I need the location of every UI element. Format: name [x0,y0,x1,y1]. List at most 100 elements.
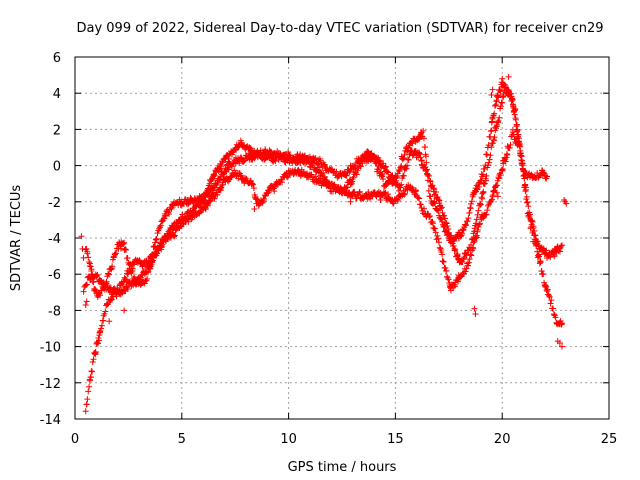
data-point [437,205,444,212]
data-point [380,160,387,167]
data-point [452,246,459,253]
data-point [390,200,397,207]
data-point [171,232,178,239]
y-tick-label: 6 [53,51,61,66]
data-point [477,220,484,227]
data-point [443,220,450,227]
data-point [83,298,90,305]
data-point [532,232,539,239]
data-point [545,292,552,299]
data-point [468,252,475,259]
data-point [430,199,437,206]
data-point [472,311,479,318]
data-point [467,251,474,258]
data-point [445,276,452,283]
data-point [534,254,541,261]
data-point [398,181,405,188]
data-point [513,123,520,130]
data-point [475,207,482,214]
data-point [439,216,446,223]
data-point [479,195,486,202]
data-point [350,174,357,181]
data-point [529,218,536,225]
data-point [516,140,523,147]
data-point [481,180,488,187]
data-point [122,246,129,253]
data-point [272,158,279,165]
data-point [521,175,528,182]
data-point [393,180,400,187]
data-point [494,93,501,100]
data-point [78,233,85,240]
data-point [283,173,290,180]
data-point [471,238,478,245]
y-tick-label: 4 [53,87,61,102]
data-point [94,340,101,347]
data-point [382,164,389,171]
data-point [389,172,396,179]
data-point [432,189,439,196]
data-point [471,305,478,312]
data-point [492,101,499,108]
data-point [115,289,122,296]
data-point [506,144,513,151]
data-point [84,248,91,255]
y-tick-label: -12 [40,377,61,392]
data-point [124,255,131,262]
data-point [552,314,559,321]
data-point [540,169,547,176]
data-point [451,247,458,254]
data-point [460,226,467,233]
data-point [505,73,512,80]
data-point [416,195,423,202]
series-track-c [80,126,551,297]
data-point [86,383,93,390]
data-point [532,240,539,247]
data-point [151,253,158,260]
data-point [496,87,503,94]
data-point [466,209,473,216]
data-point [433,207,440,214]
data-point [432,229,439,236]
x-tick-label: 0 [71,432,79,447]
data-point [427,193,434,200]
data-point [422,144,429,151]
data-point [462,222,469,229]
data-point [507,90,514,97]
data-point [491,134,498,141]
data-point [497,103,504,110]
data-point [87,374,94,381]
data-point [526,211,533,218]
data-point [468,198,475,205]
y-tick-label: -6 [48,268,61,283]
data-point [478,194,485,201]
data-point [284,174,291,181]
data-point [254,196,261,203]
data-point [251,206,258,213]
data-point [559,320,566,327]
data-point [477,201,484,208]
data-point [554,338,561,345]
data-point [405,156,412,163]
data-point [440,223,447,230]
data-point [396,168,403,175]
data-point [301,152,308,159]
x-axis-label: GPS time / hours [288,460,397,475]
data-point [490,112,497,119]
data-point [417,201,424,208]
y-tick-label: -10 [40,341,61,356]
data-point [550,305,557,312]
data-point [487,152,494,159]
data-point [108,288,115,295]
data-point [121,286,128,293]
data-point [493,182,500,189]
data-point [153,236,160,243]
data-point [86,259,93,266]
data-point [486,156,493,163]
data-point [425,187,432,194]
data-point [438,204,445,211]
data-point [449,238,456,245]
data-point [261,196,268,203]
data-point [524,199,531,206]
data-point [351,188,358,195]
